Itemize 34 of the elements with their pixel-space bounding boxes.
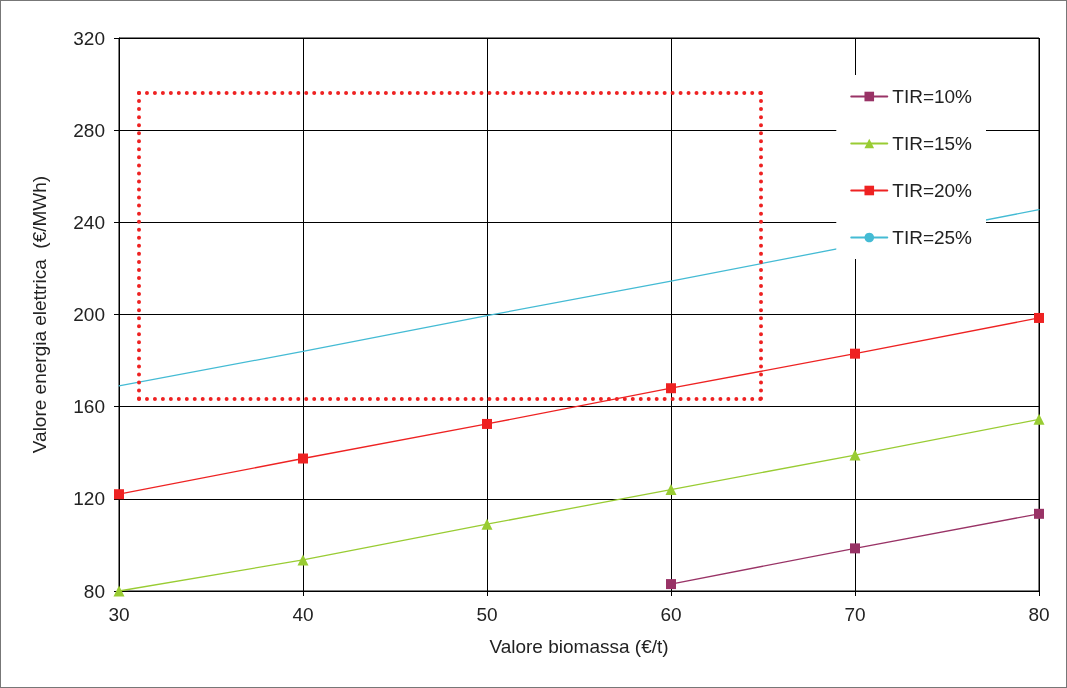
- x-tick-label: 60: [660, 604, 682, 625]
- x-tick-label: 70: [844, 604, 866, 625]
- x-axis-title: Valore biomassa (€/t): [489, 636, 669, 657]
- point: [113, 585, 125, 597]
- point: [850, 348, 860, 359]
- y-tick-label: 240: [73, 211, 105, 233]
- y-tick-label: 320: [73, 27, 105, 49]
- point: [298, 453, 308, 464]
- y-axis-title: Valore energia elettrica (€/MWh): [29, 175, 50, 454]
- point: [297, 554, 309, 566]
- y-tick-label: 80: [83, 580, 105, 602]
- y-tick-label: 120: [73, 488, 105, 510]
- legend-label: TIR=15%: [892, 133, 973, 154]
- point: [481, 518, 493, 530]
- point: [849, 449, 861, 461]
- legend-label: TIR=20%: [892, 180, 973, 201]
- point: [850, 543, 860, 554]
- x-tick-label: 50: [476, 604, 498, 625]
- x-tick-label: 80: [1028, 604, 1050, 625]
- y-tick-label: 280: [73, 119, 105, 141]
- point: [666, 383, 676, 394]
- point: [665, 484, 677, 496]
- point: [482, 418, 492, 429]
- point: [666, 579, 676, 590]
- x-tick-label: 40: [292, 604, 314, 625]
- legend-label: TIR=25%: [892, 227, 973, 248]
- point: [1034, 312, 1044, 323]
- x-tick-label: 30: [108, 604, 130, 625]
- legend-label: TIR=10%: [892, 86, 973, 107]
- point: [1033, 413, 1045, 425]
- y-tick-label: 200: [73, 304, 105, 325]
- point: [1034, 508, 1044, 519]
- y-tick-label: 160: [73, 396, 105, 418]
- point: [114, 489, 124, 500]
